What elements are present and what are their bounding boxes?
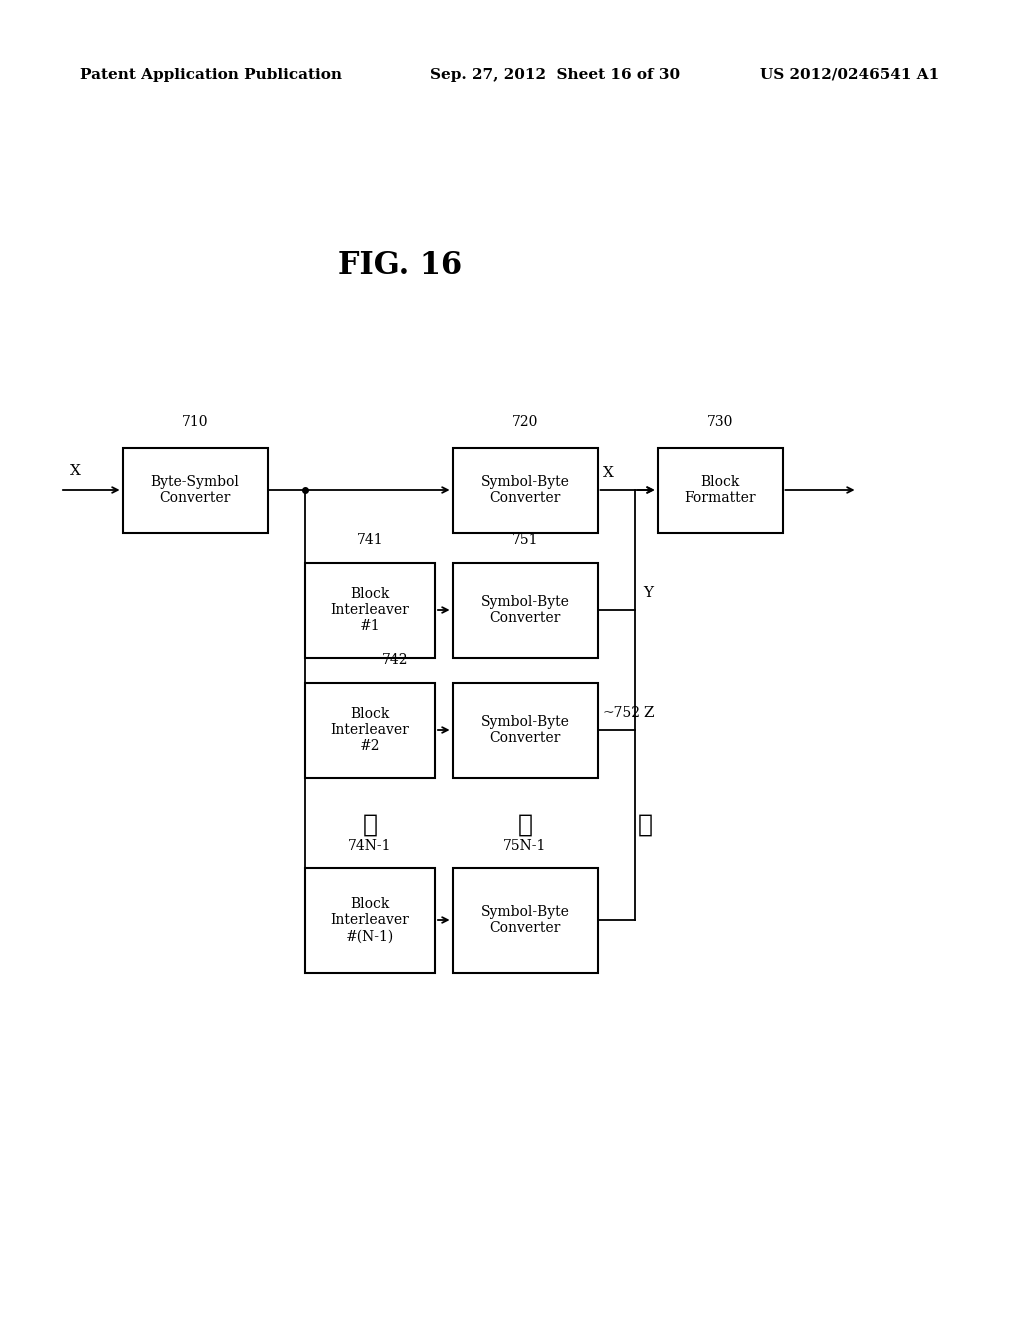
Text: 730: 730 [707,416,733,429]
Text: FIG. 16: FIG. 16 [338,249,462,281]
Text: X: X [70,465,81,478]
Text: Y: Y [643,586,653,601]
Text: 742: 742 [382,653,409,668]
Text: Block
Interleaver
#2: Block Interleaver #2 [331,706,410,754]
Text: 720: 720 [512,416,539,429]
Text: X: X [602,466,613,480]
Text: Symbol-Byte
Converter: Symbol-Byte Converter [480,715,569,744]
Bar [453,562,597,657]
Text: Symbol-Byte
Converter: Symbol-Byte Converter [480,595,569,626]
Text: ⋮: ⋮ [517,813,532,837]
Text: 741: 741 [356,533,383,548]
Text: Byte-Symbol
Converter: Byte-Symbol Converter [151,475,240,506]
Text: Block
Interleaver
#(N-1): Block Interleaver #(N-1) [331,896,410,944]
Bar [453,867,597,973]
Text: US 2012/0246541 A1: US 2012/0246541 A1 [760,69,939,82]
Text: 710: 710 [181,416,208,429]
Text: 74N-1: 74N-1 [348,838,392,853]
Bar [453,682,597,777]
Text: Z: Z [643,706,653,719]
Text: Patent Application Publication: Patent Application Publication [80,69,342,82]
Text: 751: 751 [512,533,539,548]
Bar [123,447,267,532]
Bar [305,682,435,777]
Text: 75N-1: 75N-1 [504,838,547,853]
Text: Block
Interleaver
#1: Block Interleaver #1 [331,587,410,634]
Text: ~752: ~752 [602,706,640,719]
Text: Symbol-Byte
Converter: Symbol-Byte Converter [480,906,569,935]
Bar [657,447,782,532]
Text: ⋮: ⋮ [638,813,652,837]
Bar [305,867,435,973]
Bar [305,562,435,657]
Text: Symbol-Byte
Converter: Symbol-Byte Converter [480,475,569,506]
Text: Sep. 27, 2012  Sheet 16 of 30: Sep. 27, 2012 Sheet 16 of 30 [430,69,680,82]
Text: Block
Formatter: Block Formatter [684,475,756,506]
Bar [453,447,597,532]
Text: ⋮: ⋮ [362,813,378,837]
